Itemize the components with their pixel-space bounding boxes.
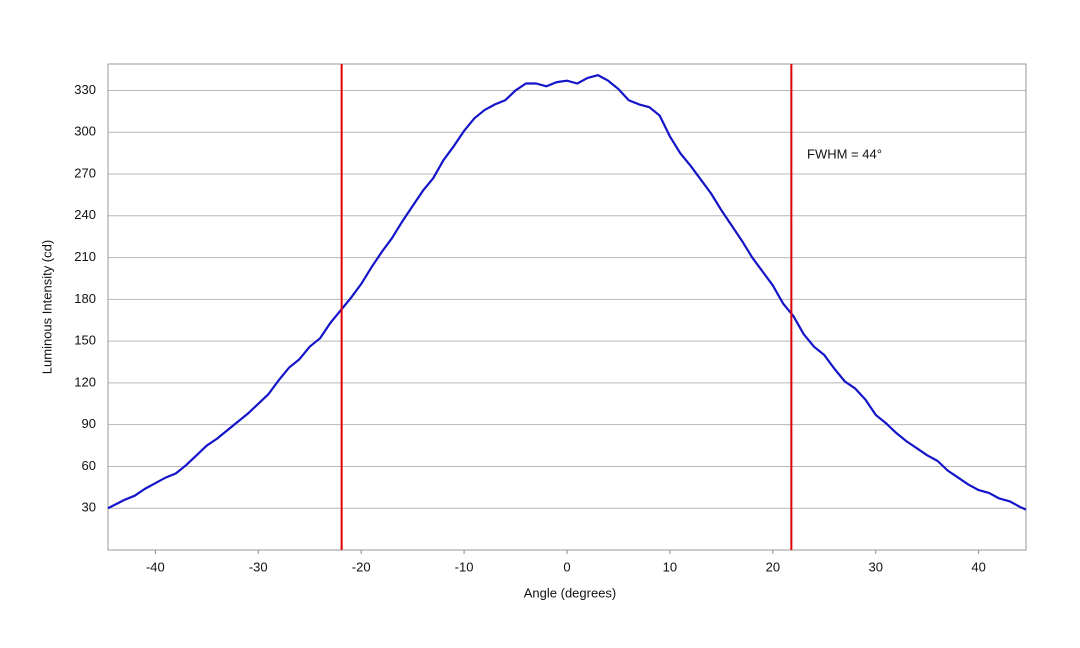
x-tick-label: -20 bbox=[352, 559, 371, 574]
y-axis-label: Luminous Intensity (cd) bbox=[39, 240, 54, 374]
y-tick-label: 90 bbox=[82, 416, 96, 431]
annotation: FWHM = 44° bbox=[807, 146, 882, 161]
y-tick-label: 270 bbox=[74, 165, 96, 180]
y-tick-label: 180 bbox=[74, 291, 96, 306]
plot-frame bbox=[107, 63, 1027, 551]
y-tick-label: 240 bbox=[74, 207, 96, 222]
x-tick-label: -30 bbox=[249, 559, 268, 574]
y-tick-label: 300 bbox=[74, 124, 96, 139]
data-line bbox=[107, 74, 1027, 511]
x-tick-label: 40 bbox=[971, 559, 985, 574]
y-tick-label: 60 bbox=[82, 458, 96, 473]
x-tick-label: 30 bbox=[869, 559, 883, 574]
x-axis-label: Angle (degrees) bbox=[524, 585, 617, 600]
y-tick-label: 330 bbox=[74, 82, 96, 97]
x-tick-label: -10 bbox=[455, 559, 474, 574]
x-tick-label: 20 bbox=[766, 559, 780, 574]
y-tick-label: 30 bbox=[82, 500, 96, 515]
x-tick-label: 0 bbox=[563, 559, 570, 574]
y-tick-label: 150 bbox=[74, 333, 96, 348]
y-tick-label: 210 bbox=[74, 249, 96, 264]
y-tick-label: 120 bbox=[74, 374, 96, 389]
x-tick-label: 10 bbox=[663, 559, 677, 574]
x-tick-label: -40 bbox=[146, 559, 165, 574]
